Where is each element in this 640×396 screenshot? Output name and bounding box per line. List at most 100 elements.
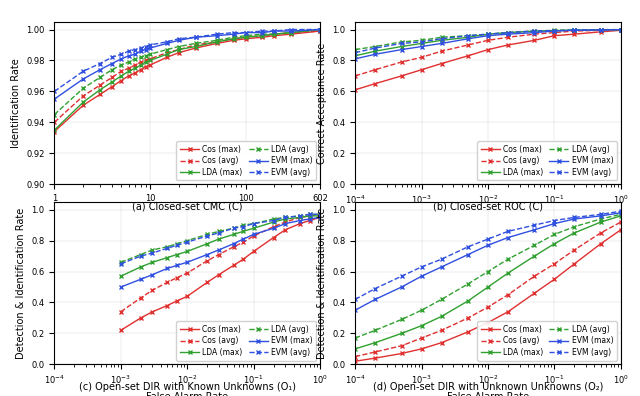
Line: EVM (avg): EVM (avg) xyxy=(118,212,322,266)
Cos (avg) xyxy=(597,28,605,32)
EVM (avg) xyxy=(259,29,266,33)
EVM (max) xyxy=(617,27,625,32)
Cos (avg) xyxy=(230,36,237,41)
Cos (avg) xyxy=(287,30,295,35)
LDA (max) xyxy=(316,27,324,32)
LDA (max) xyxy=(531,29,538,33)
LDA (avg) xyxy=(504,30,512,35)
EVM (avg) xyxy=(117,52,125,57)
Cos (avg) xyxy=(371,67,379,72)
LDA (avg) xyxy=(617,212,625,217)
Cos (max) xyxy=(484,47,492,52)
EVM (avg) xyxy=(213,32,221,36)
LDA (max) xyxy=(504,30,512,35)
EVM (max) xyxy=(250,232,257,237)
Cos (avg) xyxy=(570,248,578,252)
Cos (max) xyxy=(550,277,558,282)
LDA (max) xyxy=(504,271,512,276)
Cos (max) xyxy=(398,351,406,356)
LDA (max) xyxy=(183,249,191,254)
Cos (avg) xyxy=(597,230,605,235)
LDA (avg) xyxy=(351,47,359,52)
Cos (avg) xyxy=(398,60,406,65)
Cos (max) xyxy=(117,328,125,333)
Legend: Cos (max), Cos (avg), LDA (max), LDA (avg), EVM (max), EVM (avg): Cos (max), Cos (avg), LDA (max), LDA (av… xyxy=(477,141,617,180)
LDA (avg) xyxy=(570,224,578,229)
Cos (avg) xyxy=(531,274,538,278)
Cos (max) xyxy=(531,38,538,43)
Cos (max) xyxy=(597,241,605,246)
LDA (max) xyxy=(163,255,171,260)
EVM (avg) xyxy=(550,218,558,223)
LDA (avg) xyxy=(438,297,445,302)
Line: Cos (avg): Cos (avg) xyxy=(118,212,322,314)
Line: Cos (max): Cos (max) xyxy=(353,228,623,363)
LDA (max) xyxy=(484,32,492,36)
Cos (max) xyxy=(173,299,180,303)
Cos (avg) xyxy=(108,75,116,80)
EVM (max) xyxy=(504,32,512,36)
LDA (max) xyxy=(617,27,625,32)
Cos (avg) xyxy=(175,47,182,52)
LDA (avg) xyxy=(213,38,221,43)
EVM (max) xyxy=(131,52,139,57)
Cos (max) xyxy=(504,43,512,48)
Y-axis label: Detection & Identification Rate: Detection & Identification Rate xyxy=(317,208,326,359)
Line: LDA (avg): LDA (avg) xyxy=(353,27,623,52)
EVM (max) xyxy=(597,28,605,32)
EVM (max) xyxy=(213,33,221,38)
Cos (avg) xyxy=(117,309,125,314)
EVM (avg) xyxy=(570,28,578,32)
LDA (avg) xyxy=(597,217,605,221)
LDA (avg) xyxy=(137,252,145,257)
EVM (avg) xyxy=(617,209,625,213)
Cos (max) xyxy=(163,55,171,60)
Cos (max) xyxy=(125,74,132,78)
LDA (max) xyxy=(570,28,578,32)
Cos (max) xyxy=(438,61,445,66)
Cos (avg) xyxy=(306,213,314,218)
Cos (max) xyxy=(146,63,154,67)
LDA (avg) xyxy=(131,57,139,61)
Cos (avg) xyxy=(125,66,132,70)
LDA (avg) xyxy=(398,317,406,322)
LDA (avg) xyxy=(271,32,278,36)
EVM (avg) xyxy=(438,36,445,41)
LDA (max) xyxy=(418,41,426,46)
Cos (avg) xyxy=(282,220,289,225)
EVM (avg) xyxy=(316,212,324,217)
EVM (avg) xyxy=(96,61,104,66)
LDA (avg) xyxy=(316,27,324,32)
EVM (avg) xyxy=(117,261,125,266)
EVM (avg) xyxy=(464,244,472,249)
LDA (avg) xyxy=(371,44,379,49)
EVM (avg) xyxy=(79,69,87,74)
Cos (avg) xyxy=(438,328,445,333)
Text: (d) Open-set DIR with Unknown Unknowns (O₂): (d) Open-set DIR with Unknown Unknowns (… xyxy=(373,382,603,392)
Cos (max) xyxy=(51,129,58,134)
LDA (avg) xyxy=(204,232,211,237)
EVM (avg) xyxy=(215,230,223,235)
LDA (avg) xyxy=(173,241,180,246)
LDA (max) xyxy=(351,346,359,351)
LDA (max) xyxy=(79,100,87,105)
LDA (avg) xyxy=(306,212,314,217)
Line: EVM (max): EVM (max) xyxy=(353,211,623,312)
EVM (max) xyxy=(96,67,104,72)
Cos (max) xyxy=(175,50,182,55)
LDA (avg) xyxy=(531,29,538,33)
EVM (avg) xyxy=(51,89,58,94)
Cos (avg) xyxy=(250,234,257,238)
EVM (max) xyxy=(484,243,492,248)
LDA (avg) xyxy=(163,244,171,249)
Cos (avg) xyxy=(148,288,156,293)
Y-axis label: Correct Acceptance Rate: Correct Acceptance Rate xyxy=(317,42,326,164)
EVM (max) xyxy=(531,30,538,35)
LDA (max) xyxy=(597,27,605,32)
Cos (avg) xyxy=(215,252,223,257)
LDA (max) xyxy=(239,229,247,234)
EVM (max) xyxy=(306,217,314,221)
Cos (max) xyxy=(464,329,472,334)
Cos (max) xyxy=(597,29,605,34)
Text: (a) Closed-set CMC (C): (a) Closed-set CMC (C) xyxy=(132,202,243,212)
